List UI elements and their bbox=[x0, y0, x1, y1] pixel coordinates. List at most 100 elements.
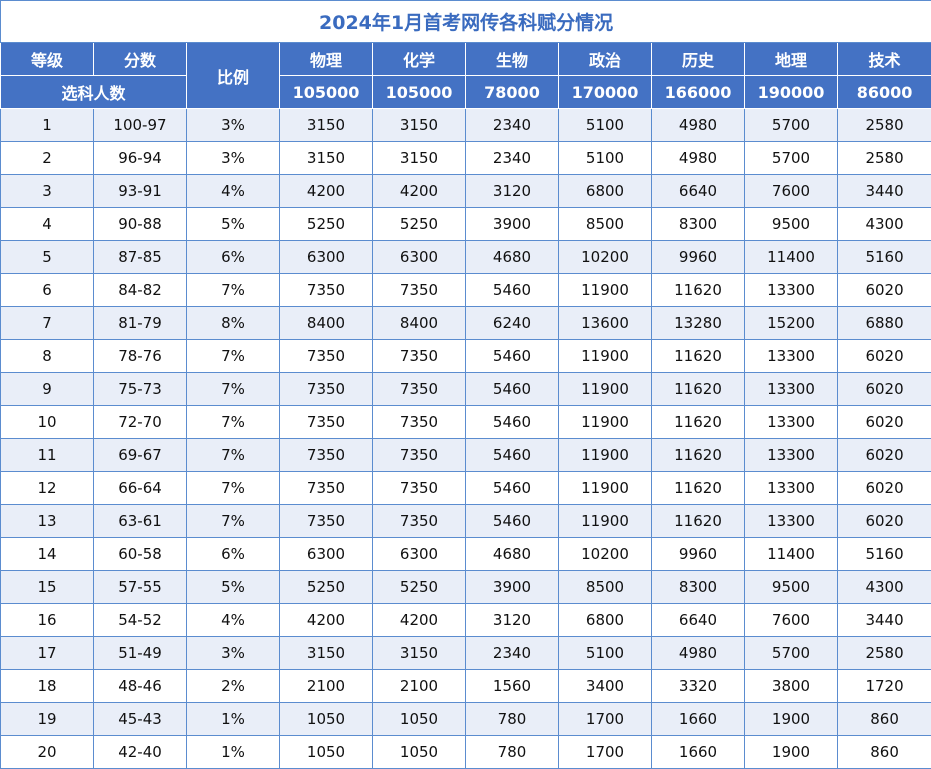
score-range-cell: 57-55 bbox=[93, 570, 187, 604]
geography-cell: 5700 bbox=[744, 108, 838, 142]
grade-cell: 15 bbox=[0, 570, 94, 604]
subject-count: 86000 bbox=[836, 75, 931, 109]
table-row: 20 42-40 1% 1050 1050 780 1700 1660 1900 860 bbox=[0, 735, 931, 769]
chemistry-cell: 7350 bbox=[372, 438, 466, 472]
technology-cell: 3440 bbox=[836, 603, 931, 637]
score-range-cell: 63-61 bbox=[93, 504, 187, 538]
grade-cell: 4 bbox=[0, 207, 94, 241]
biology-cell: 5460 bbox=[465, 339, 559, 373]
chemistry-cell: 7350 bbox=[372, 471, 466, 505]
chemistry-cell: 7350 bbox=[372, 405, 466, 439]
geography-cell: 7600 bbox=[744, 174, 838, 208]
geography-cell: 13300 bbox=[744, 339, 838, 373]
physics-cell: 2100 bbox=[279, 669, 373, 703]
biology-cell: 3120 bbox=[465, 174, 559, 208]
politics-cell: 11900 bbox=[558, 471, 652, 505]
biology-cell: 5460 bbox=[465, 405, 559, 439]
grade-cell: 1 bbox=[0, 108, 94, 142]
chemistry-cell: 2100 bbox=[372, 669, 466, 703]
history-cell: 11620 bbox=[651, 372, 745, 406]
chemistry-cell: 4200 bbox=[372, 174, 466, 208]
geography-cell: 13300 bbox=[744, 405, 838, 439]
history-cell: 11620 bbox=[651, 273, 745, 307]
grade-cell: 17 bbox=[0, 636, 94, 670]
table-row: 7 81-79 8% 8400 8400 6240 13600 13280 15200 6880 bbox=[0, 306, 931, 340]
history-cell: 11620 bbox=[651, 438, 745, 472]
history-cell: 13280 bbox=[651, 306, 745, 340]
politics-cell: 11900 bbox=[558, 405, 652, 439]
politics-cell: 11900 bbox=[558, 273, 652, 307]
biology-cell: 780 bbox=[465, 735, 559, 769]
table-row: 14 60-58 6% 6300 6300 4680 10200 9960 11400 5160 bbox=[0, 537, 931, 571]
ratio-header: 比例 bbox=[186, 42, 280, 109]
table-row: 13 63-61 7% 7350 7350 5460 11900 11620 13300 6020 bbox=[0, 504, 931, 538]
table-row: 18 48-46 2% 2100 2100 1560 3400 3320 3800 1720 bbox=[0, 669, 931, 703]
chemistry-cell: 5250 bbox=[372, 207, 466, 241]
ratio-cell: 8% bbox=[186, 306, 280, 340]
table-row: 16 54-52 4% 4200 4200 3120 6800 6640 7600 3440 bbox=[0, 603, 931, 637]
table-row: 9 75-73 7% 7350 7350 5460 11900 11620 13300 6020 bbox=[0, 372, 931, 406]
score-range-cell: 45-43 bbox=[93, 702, 187, 736]
geography-cell: 5700 bbox=[744, 141, 838, 175]
ratio-cell: 7% bbox=[186, 471, 280, 505]
score-range-cell: 48-46 bbox=[93, 669, 187, 703]
score-range-cell: 78-76 bbox=[93, 339, 187, 373]
score-range-cell: 96-94 bbox=[93, 141, 187, 175]
biology-cell: 3900 bbox=[465, 570, 559, 604]
subject-header: 生物 bbox=[465, 42, 559, 76]
score-range-cell: 90-88 bbox=[93, 207, 187, 241]
score-range-cell: 87-85 bbox=[93, 240, 187, 274]
title-row: 2024年1月首考网传各科赋分情况 bbox=[0, 0, 931, 43]
subject-header: 化学 bbox=[372, 42, 466, 76]
ratio-cell: 2% bbox=[186, 669, 280, 703]
politics-cell: 3400 bbox=[558, 669, 652, 703]
subject-header: 物理 bbox=[279, 42, 373, 76]
grade-cell: 6 bbox=[0, 273, 94, 307]
technology-cell: 4300 bbox=[836, 570, 931, 604]
chemistry-cell: 4200 bbox=[372, 603, 466, 637]
score-range-cell: 42-40 bbox=[93, 735, 187, 769]
history-cell: 8300 bbox=[651, 207, 745, 241]
ratio-cell: 1% bbox=[186, 735, 280, 769]
physics-cell: 7350 bbox=[279, 438, 373, 472]
chemistry-cell: 3150 bbox=[372, 108, 466, 142]
score-range-cell: 72-70 bbox=[93, 405, 187, 439]
physics-cell: 6300 bbox=[279, 240, 373, 274]
geography-cell: 9500 bbox=[744, 207, 838, 241]
politics-cell: 1700 bbox=[558, 702, 652, 736]
politics-cell: 1700 bbox=[558, 735, 652, 769]
politics-cell: 11900 bbox=[558, 339, 652, 373]
chemistry-cell: 7350 bbox=[372, 504, 466, 538]
physics-cell: 6300 bbox=[279, 537, 373, 571]
physics-cell: 3150 bbox=[279, 636, 373, 670]
table-row: 19 45-43 1% 1050 1050 780 1700 1660 1900 860 bbox=[0, 702, 931, 736]
geography-cell: 13300 bbox=[744, 438, 838, 472]
chemistry-cell: 8400 bbox=[372, 306, 466, 340]
score-range-cell: 69-67 bbox=[93, 438, 187, 472]
grade-cell: 5 bbox=[0, 240, 94, 274]
technology-cell: 6020 bbox=[836, 405, 931, 439]
score-range-cell: 54-52 bbox=[93, 603, 187, 637]
biology-cell: 2340 bbox=[465, 636, 559, 670]
physics-cell: 4200 bbox=[279, 603, 373, 637]
grade-cell: 7 bbox=[0, 306, 94, 340]
biology-cell: 5460 bbox=[465, 273, 559, 307]
history-cell: 11620 bbox=[651, 471, 745, 505]
subject-header: 政治 bbox=[558, 42, 652, 76]
biology-cell: 780 bbox=[465, 702, 559, 736]
politics-cell: 5100 bbox=[558, 636, 652, 670]
grade-cell: 19 bbox=[0, 702, 94, 736]
history-cell: 11620 bbox=[651, 405, 745, 439]
subject-count: 105000 bbox=[372, 75, 466, 109]
history-cell: 6640 bbox=[651, 174, 745, 208]
grade-cell: 3 bbox=[0, 174, 94, 208]
subject-header: 技术 bbox=[836, 42, 931, 76]
grade-cell: 10 bbox=[0, 405, 94, 439]
biology-cell: 3120 bbox=[465, 603, 559, 637]
grade-cell: 11 bbox=[0, 438, 94, 472]
physics-cell: 5250 bbox=[279, 570, 373, 604]
politics-cell: 11900 bbox=[558, 372, 652, 406]
ratio-cell: 6% bbox=[186, 240, 280, 274]
